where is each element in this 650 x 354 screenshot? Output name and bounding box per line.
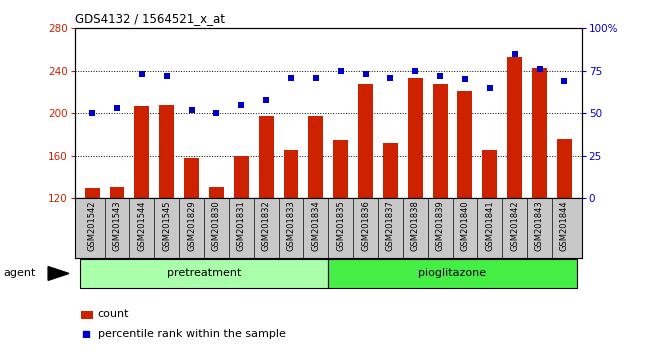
Bar — [135, 106, 150, 326]
Polygon shape — [48, 267, 69, 280]
Point — [112, 105, 122, 111]
Text: GSM201838: GSM201838 — [411, 200, 420, 251]
Text: GSM201542: GSM201542 — [88, 200, 97, 251]
Text: GSM201830: GSM201830 — [212, 200, 221, 251]
Point — [261, 97, 271, 103]
Bar — [308, 116, 323, 326]
Text: GSM201833: GSM201833 — [287, 200, 296, 251]
Bar — [234, 156, 249, 326]
Text: GSM201844: GSM201844 — [560, 200, 569, 251]
Point — [136, 72, 147, 77]
Bar — [433, 84, 448, 326]
Bar — [328, 259, 577, 288]
Bar — [184, 158, 199, 326]
Point — [87, 110, 98, 116]
Text: pioglitazone: pioglitazone — [419, 268, 487, 279]
Text: GSM201840: GSM201840 — [460, 200, 469, 251]
Text: GSM201545: GSM201545 — [162, 200, 171, 251]
Text: GSM201843: GSM201843 — [535, 200, 544, 251]
Text: GSM201544: GSM201544 — [137, 200, 146, 251]
Point — [123, 299, 133, 304]
Text: GSM201837: GSM201837 — [386, 200, 395, 251]
Text: GSM201839: GSM201839 — [436, 200, 445, 251]
Text: pretreatment: pretreatment — [167, 268, 241, 279]
Point — [211, 110, 222, 116]
Point — [410, 68, 421, 74]
Text: GSM201834: GSM201834 — [311, 200, 320, 251]
Text: GSM201832: GSM201832 — [261, 200, 270, 251]
Text: count: count — [98, 309, 129, 319]
Point — [435, 73, 445, 79]
Bar — [507, 57, 522, 326]
Bar — [259, 116, 274, 326]
Text: GSM201829: GSM201829 — [187, 200, 196, 251]
Text: GSM201841: GSM201841 — [486, 200, 494, 251]
Text: GSM201842: GSM201842 — [510, 200, 519, 251]
Point — [460, 76, 470, 82]
Text: agent: agent — [3, 268, 36, 279]
Bar — [532, 68, 547, 326]
Bar — [358, 84, 373, 326]
Point — [335, 68, 346, 74]
Bar — [84, 188, 99, 326]
Point — [161, 73, 172, 79]
Point — [385, 75, 396, 80]
Point — [311, 75, 321, 80]
Point — [187, 107, 197, 113]
Point — [286, 75, 296, 80]
Bar — [408, 78, 422, 326]
Bar — [209, 187, 224, 326]
Text: GSM201835: GSM201835 — [336, 200, 345, 251]
Bar — [383, 143, 398, 326]
Bar — [482, 150, 497, 326]
Point — [559, 78, 569, 84]
Text: GSM201836: GSM201836 — [361, 200, 370, 251]
Point — [534, 66, 545, 72]
Bar — [333, 140, 348, 326]
Bar — [110, 187, 124, 326]
Text: GDS4132 / 1564521_x_at: GDS4132 / 1564521_x_at — [75, 12, 225, 25]
Bar — [283, 150, 298, 326]
Bar — [458, 91, 473, 326]
Point — [236, 102, 246, 108]
Bar — [557, 139, 572, 326]
Point — [510, 51, 520, 57]
Point — [360, 72, 370, 77]
Bar — [80, 259, 328, 288]
Text: percentile rank within the sample: percentile rank within the sample — [98, 329, 285, 339]
Text: GSM201831: GSM201831 — [237, 200, 246, 251]
Bar — [159, 105, 174, 326]
Text: GSM201543: GSM201543 — [112, 200, 122, 251]
Point — [485, 85, 495, 91]
